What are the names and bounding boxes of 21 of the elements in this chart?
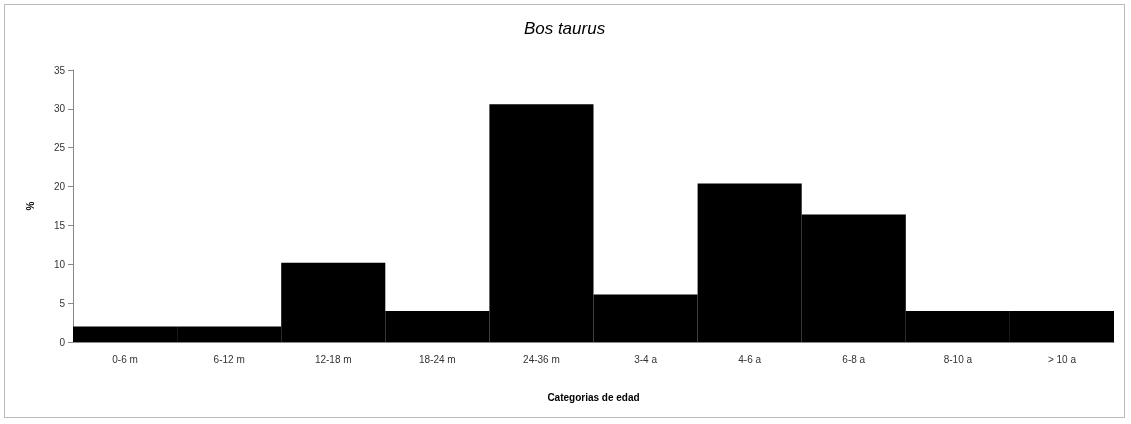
y-tick-label: 5 — [59, 297, 66, 309]
x-tick-label: 4-6 a — [738, 353, 762, 365]
y-tick-label: 20 — [53, 181, 66, 193]
y-tick-label: 0 — [59, 336, 66, 348]
x-tick-label: 6-8 a — [842, 353, 866, 365]
y-tick-label: 35 — [53, 64, 66, 76]
x-tick-label: 24-36 m — [523, 353, 560, 365]
x-tick-label: 0-6 m — [112, 353, 138, 365]
y-tick-label: 15 — [53, 219, 66, 231]
x-tick-label: 3-4 a — [634, 353, 658, 365]
x-tick-label: > 10 a — [1047, 353, 1077, 365]
y-tick-label: 25 — [53, 142, 66, 154]
x-axis-title: Categorias de edad — [547, 391, 640, 403]
y-tick-label: 10 — [53, 258, 66, 270]
x-tick-label: 6-12 m — [213, 353, 245, 365]
x-tick-label: 8-10 a — [943, 353, 973, 365]
y-tick-label: 30 — [53, 103, 66, 115]
chart-title: Bos taurus — [523, 19, 606, 38]
x-tick-label: 18-24 m — [419, 353, 456, 365]
y-axis-title: % — [24, 201, 36, 211]
x-tick-label: 12-18 m — [314, 353, 352, 365]
